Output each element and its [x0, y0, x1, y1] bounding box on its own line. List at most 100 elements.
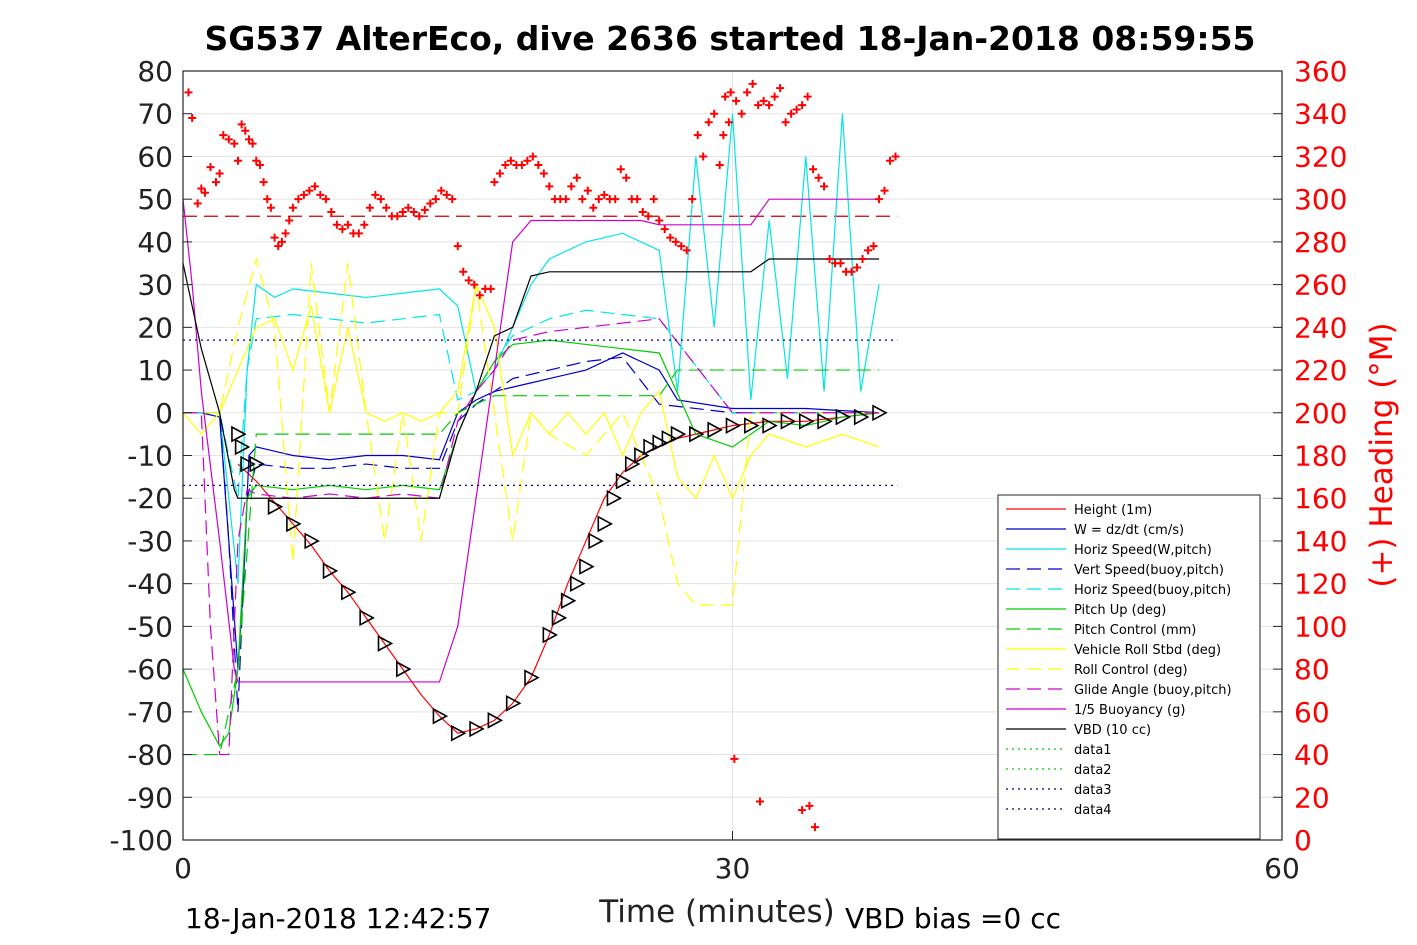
heading-point — [589, 203, 598, 212]
vertex-marker — [707, 421, 723, 439]
heading-point — [814, 173, 823, 182]
heading-point — [517, 160, 526, 169]
heading-point — [693, 131, 702, 140]
y-tick-label-right: 20 — [1294, 781, 1330, 814]
heading-point — [193, 199, 202, 208]
heading-point — [567, 182, 576, 191]
heading-point — [255, 160, 264, 169]
heading-point — [809, 165, 818, 174]
y-tick-label-right: 260 — [1294, 269, 1347, 302]
legend-entry-9: Glide Angle (buoy,pitch) — [1074, 683, 1232, 698]
heading-point — [453, 242, 462, 251]
vertex-marker — [396, 660, 412, 678]
y-tick-label-right: 320 — [1294, 140, 1347, 173]
y-tick-label-left: -20 — [127, 482, 173, 515]
vertex-marker — [798, 412, 815, 430]
y-tick-label-left: 40 — [137, 226, 173, 259]
vertex-marker — [505, 694, 522, 712]
vertex-marker — [359, 609, 375, 627]
vertex-marker — [231, 425, 247, 443]
legend-entry-1: W = dz/dt (cm/s) — [1074, 523, 1184, 538]
vertex-marker — [661, 430, 678, 447]
y-tick-label-left: -10 — [127, 440, 173, 473]
heading-point — [803, 92, 812, 101]
heading-point — [858, 254, 867, 263]
vertex-markers — [231, 404, 888, 742]
vertex-marker — [670, 425, 687, 443]
y-tick-label-right: 160 — [1294, 482, 1347, 515]
heading-point — [611, 195, 620, 204]
vertex-marker — [634, 447, 650, 464]
series-line-10 — [182, 198, 880, 683]
vertex-marker — [322, 562, 339, 580]
series-line-3 — [183, 356, 880, 712]
heading-point — [332, 220, 341, 229]
vertex-marker — [551, 609, 568, 627]
heading-point — [248, 139, 257, 148]
heading-point — [748, 79, 757, 88]
y-tick-label-right: 60 — [1294, 696, 1330, 729]
heading-point — [241, 126, 250, 135]
heading-point — [805, 801, 814, 810]
heading-point — [184, 88, 193, 97]
y-tick-label-left: -30 — [127, 525, 173, 558]
heading-point — [431, 195, 440, 204]
vertex-marker — [835, 408, 852, 426]
heading-point — [294, 195, 303, 204]
heading-point — [354, 229, 363, 238]
heading-point — [754, 101, 763, 110]
heading-point — [875, 195, 884, 204]
heading-point — [305, 186, 314, 195]
heading-point — [578, 195, 587, 204]
series-line-11 — [182, 258, 880, 499]
heading-point — [732, 96, 741, 105]
y-ticks-right: 0 20 40 60 80 100 120 140 160 180 200 220 240 260 280 3… — [1273, 55, 1347, 857]
y-tick-label-right: 120 — [1294, 568, 1347, 601]
heading-point — [437, 186, 446, 195]
footer-timestamp: 18-Jan-2018 12:42:57 — [185, 902, 491, 935]
heading-point — [475, 291, 484, 300]
heading-point — [561, 195, 570, 204]
heading-point — [327, 207, 336, 216]
heading-point — [792, 105, 801, 114]
heading-point — [594, 195, 603, 204]
vertex-marker — [588, 532, 604, 550]
heading-point — [622, 173, 631, 182]
legend-entry-5: Pitch Up (deg) — [1074, 603, 1166, 618]
heading-point — [765, 101, 774, 110]
series-line-7 — [182, 282, 880, 500]
heading-point — [798, 806, 807, 815]
heading-point — [501, 160, 510, 169]
heading-point — [200, 188, 209, 197]
vertex-marker — [560, 592, 577, 610]
heading-point — [490, 178, 499, 187]
heading-point — [616, 165, 625, 174]
heading-point — [704, 118, 713, 127]
y-tick-label-right: 0 — [1294, 824, 1312, 857]
heading-point — [886, 156, 895, 165]
heading-point — [688, 195, 697, 204]
vertex-marker — [377, 635, 394, 652]
heading-point — [338, 225, 347, 234]
legend-box — [997, 494, 1261, 840]
heading-point — [464, 276, 473, 285]
heading-point — [360, 220, 369, 229]
series-line-9 — [183, 318, 880, 756]
heading-point — [853, 263, 862, 272]
heading-point — [219, 131, 228, 140]
legend-entry-14: data3 — [1074, 783, 1112, 798]
heading-point — [719, 131, 728, 140]
heading-point — [299, 190, 308, 199]
heading-point — [415, 212, 424, 221]
y-tick-label-left: -100 — [109, 824, 173, 857]
y-tick-label-left: -60 — [127, 653, 173, 686]
vertex-marker — [744, 417, 760, 434]
y-tick-label-right: 300 — [1294, 183, 1347, 216]
heading-point — [880, 186, 889, 195]
x-axis-label: Time (minutes) — [598, 894, 834, 930]
heading-point — [781, 118, 790, 127]
heading-point — [365, 203, 374, 212]
heading-point — [810, 823, 819, 832]
heading-point — [721, 92, 730, 101]
heading-point — [188, 113, 197, 122]
